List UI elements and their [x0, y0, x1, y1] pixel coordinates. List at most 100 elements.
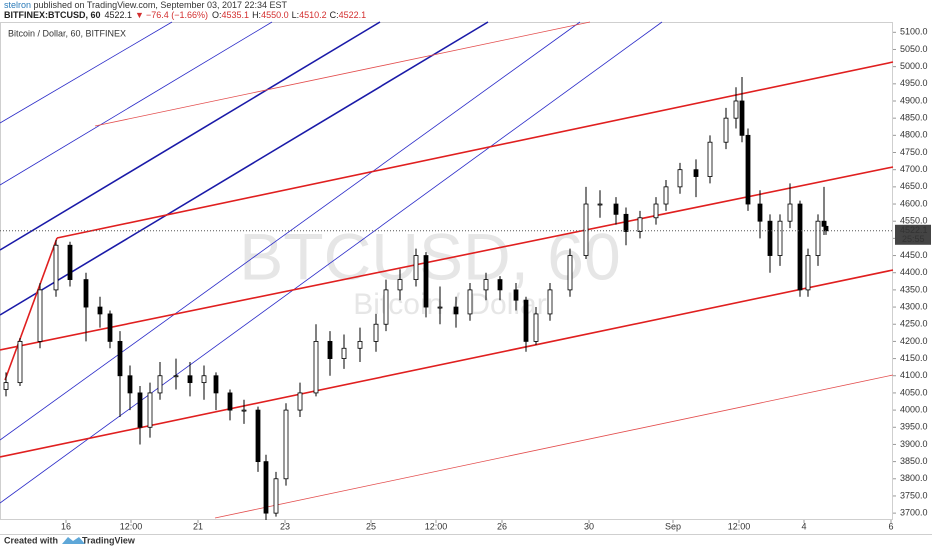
x-tick-label: 4: [801, 521, 806, 531]
y-tick-label: 4750.0: [900, 147, 928, 157]
candle-body: [533, 313, 539, 342]
candle-body: [147, 392, 153, 428]
y-tick-label: 4250.0: [900, 319, 928, 329]
y-tick-label: 5000.0: [900, 61, 928, 71]
trend-line: [0, 21, 581, 441]
y-tick-label: 4400.0: [900, 267, 928, 277]
candle-body: [547, 289, 553, 315]
candle-body: [53, 244, 59, 291]
candle-body: [157, 375, 163, 394]
candle-body: [739, 100, 745, 136]
y-tick-label: 4050.0: [900, 387, 928, 397]
y-tick-label: 4450.0: [900, 250, 928, 260]
candle-body: [227, 392, 233, 411]
x-tick-label: 6: [888, 521, 893, 531]
y-tick-label: 4900.0: [900, 95, 928, 105]
candle-body: [327, 341, 333, 359]
trend-line: [0, 21, 489, 316]
author[interactable]: stelron: [4, 0, 31, 10]
candle-body: [613, 203, 619, 215]
candle-body: [213, 375, 219, 394]
candle-body: [263, 461, 269, 514]
candle-body: [107, 313, 113, 342]
last-price-box: [895, 224, 931, 245]
y-tick-label: 4000.0: [900, 404, 928, 414]
y-tick-label: 4850.0: [900, 113, 928, 123]
x-tick-label: 12:00: [425, 521, 448, 531]
y-tick-label: 4650.0: [900, 181, 928, 191]
ohlc-label: C:: [330, 10, 339, 20]
candle-body: [97, 306, 103, 315]
candle-body: [373, 323, 379, 342]
arrow: ▼: [135, 10, 144, 20]
x-tick-label: 23: [280, 521, 290, 531]
candle-body: [823, 225, 829, 232]
candle-body: [3, 382, 9, 390]
candle-body: [273, 478, 279, 514]
candle-body: [397, 279, 403, 291]
candle-body: [255, 409, 261, 463]
candle-body: [201, 375, 207, 384]
y-tick-label: 3900.0: [900, 439, 928, 449]
y-tick-label: 4600.0: [900, 198, 928, 208]
trend-line: [0, 166, 894, 351]
candle-body: [723, 117, 729, 143]
candle-body: [797, 203, 803, 291]
candle-body: [423, 255, 429, 308]
candle-body: [707, 141, 713, 177]
ohlc-value: 4522.1: [339, 10, 367, 20]
trend-line: [0, 21, 381, 251]
candle-body: [467, 289, 473, 315]
candle-body: [805, 255, 811, 291]
candle-body: [583, 203, 589, 256]
plot-frame: [0, 22, 893, 520]
candle-body: [733, 100, 739, 119]
candle-body: [787, 203, 793, 222]
footer-created: Created with: [4, 535, 58, 545]
candle-body: [637, 217, 643, 232]
x-tick-label: 12:00: [728, 521, 751, 531]
y-tick-label: 5100.0: [900, 27, 928, 37]
candle-body: [187, 375, 193, 384]
candle-body: [663, 186, 669, 205]
candle-body: [693, 169, 699, 177]
symbol: BITFINEX:BTCUSD, 60: [4, 10, 101, 20]
candle-body: [117, 341, 123, 377]
candle-body: [341, 347, 347, 359]
trend-line: [0, 21, 663, 504]
ohlc-value: 4550.0: [261, 10, 289, 20]
candle-body: [127, 375, 133, 394]
chart-title: Bitcoin / Dollar, 60, BITFINEX: [8, 28, 126, 38]
published: published on TradingView.com, September …: [31, 0, 288, 10]
candle-body: [745, 134, 751, 205]
y-tick-label: 4950.0: [900, 78, 928, 88]
candle-body: [653, 203, 659, 219]
x-tick-label: 16: [61, 521, 71, 531]
footer-brand[interactable]: TradingView: [82, 535, 136, 545]
y-tick-label: 4350.0: [900, 284, 928, 294]
header-line-2: BITFINEX:BTCUSD, 60 4522.1 ▼ −76.4 (−1.66%)…: [4, 10, 366, 20]
brand-icon: [62, 537, 85, 544]
trend-line: [56, 61, 894, 239]
candle-body: [383, 289, 389, 325]
trend-line: [0, 21, 173, 124]
candle-body: [497, 279, 503, 291]
candle-body: [437, 306, 443, 309]
candle-body: [37, 289, 43, 342]
candle-body: [357, 341, 363, 349]
candle-body: [283, 409, 289, 480]
candle-body: [523, 299, 529, 342]
y-tick-label: 4200.0: [900, 336, 928, 346]
watermark: BTCUSD, 60: [239, 219, 620, 293]
x-tick-label: 26: [497, 521, 507, 531]
y-tick-label: 4550.0: [900, 216, 928, 226]
y-tick-label: 3700.0: [900, 508, 928, 518]
candle-body: [777, 220, 783, 256]
x-tick-label: 12:00: [120, 521, 143, 531]
candle-body: [453, 306, 459, 315]
y-tick-label: 4150.0: [900, 353, 928, 363]
candle-body: [767, 220, 773, 256]
last-price-label: 4522.1: [900, 225, 928, 235]
